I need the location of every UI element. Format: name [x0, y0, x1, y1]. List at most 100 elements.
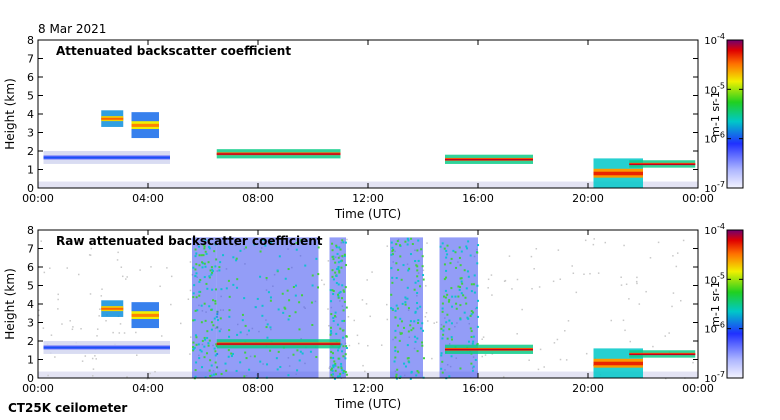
noise-speck [335, 246, 338, 249]
noise-speck [49, 267, 51, 269]
colorbar-tick-exponent: -7 [717, 180, 725, 189]
noise-speck [528, 359, 530, 361]
noise-speck [180, 322, 182, 325]
noise-speck [192, 349, 195, 352]
noise-speck [476, 315, 479, 318]
noise-speck [386, 318, 389, 321]
noise-speck [447, 300, 450, 303]
noise-speck [473, 274, 476, 277]
noise-speck [294, 311, 297, 314]
backscatter-peak [101, 117, 124, 120]
noise-speck [416, 249, 419, 252]
noise-speck [100, 295, 103, 297]
noise-speck [225, 369, 228, 372]
noise-speck [211, 270, 214, 273]
panel-title: Attenuated backscatter coefficient [56, 44, 291, 58]
noise-speck [194, 255, 197, 258]
noise-speck [193, 346, 196, 349]
noise-speck [427, 320, 429, 322]
noise-speck [203, 262, 206, 265]
noise-speck [195, 343, 198, 346]
noise-speck [410, 237, 413, 240]
noise-speck [331, 255, 334, 258]
x-tick-label: 16:00 [462, 192, 494, 205]
noise-speck [410, 371, 413, 374]
noise-speck [463, 269, 466, 272]
noise-speck [559, 278, 562, 280]
noise-speck [341, 284, 344, 287]
noise-speck [335, 332, 338, 335]
noise-speck [343, 300, 346, 303]
noise-speck [404, 240, 407, 243]
noise-speck [215, 343, 218, 346]
noise-speck [638, 303, 641, 305]
noise-speck [435, 321, 438, 324]
noise-speck [443, 278, 446, 281]
noise-speck [394, 329, 397, 332]
backscatter-peak [629, 163, 696, 166]
noise-speck [459, 367, 462, 370]
noise-speck [516, 278, 519, 281]
noise-speck [332, 373, 335, 376]
noise-speck [340, 362, 343, 365]
noise-speck [339, 260, 342, 263]
noise-speck [341, 329, 344, 332]
noise-speck [333, 377, 336, 380]
noise-speck [321, 279, 323, 281]
noise-speck [239, 331, 242, 334]
noise-speck [220, 288, 223, 291]
noise-speck [390, 307, 393, 310]
noise-speck [241, 319, 244, 322]
noise-speck [220, 373, 223, 376]
noise-speck [538, 286, 541, 288]
x-tick-label: 12:00 [352, 382, 384, 395]
noise-speck [472, 365, 475, 368]
noise-speck [94, 355, 96, 357]
noise-speck [266, 363, 269, 366]
noise-speck [400, 320, 403, 323]
noise-speck [299, 350, 302, 353]
noise-speck [42, 327, 45, 329]
noise-speck [215, 258, 218, 261]
noise-speck [241, 313, 244, 316]
noise-speck [203, 247, 206, 250]
noise-speck [636, 282, 638, 285]
noise-speck [469, 254, 472, 257]
noise-speck [269, 326, 272, 329]
noise-speck [248, 368, 251, 371]
noise-speck [413, 320, 416, 323]
noise-speck [386, 245, 389, 247]
noise-speck [466, 247, 469, 250]
noise-speck [193, 319, 196, 322]
noise-speck [391, 308, 394, 311]
noise-speck [330, 300, 333, 303]
noise-speck [331, 376, 334, 379]
noise-speck [334, 362, 337, 365]
noise-speck [337, 349, 340, 352]
noise-speck [194, 334, 197, 337]
noise-speck [589, 272, 591, 275]
noise-speck [471, 342, 474, 345]
noise-speck [564, 330, 566, 332]
noise-speck [202, 244, 205, 247]
noise-speck [315, 257, 318, 260]
noise-speck [390, 253, 393, 256]
backscatter-peak [131, 313, 159, 317]
noise-speck [210, 321, 213, 324]
noise-speck [465, 287, 468, 290]
colorbar-tick-exponent: -4 [717, 222, 725, 231]
noise-speck [311, 274, 314, 277]
y-axis-label: Height (km) [3, 78, 17, 149]
noise-speck [340, 259, 343, 262]
noise-speck [210, 328, 213, 331]
noise-speck [116, 259, 119, 261]
noise-speck [276, 368, 279, 371]
noise-speck [343, 255, 346, 258]
noise-speck [404, 303, 407, 306]
noise-speck [393, 360, 396, 363]
noise-speck [411, 243, 414, 246]
noise-speck [266, 336, 269, 339]
noise-speck [57, 293, 59, 296]
noise-speck [328, 367, 331, 369]
noise-speck [459, 277, 462, 280]
